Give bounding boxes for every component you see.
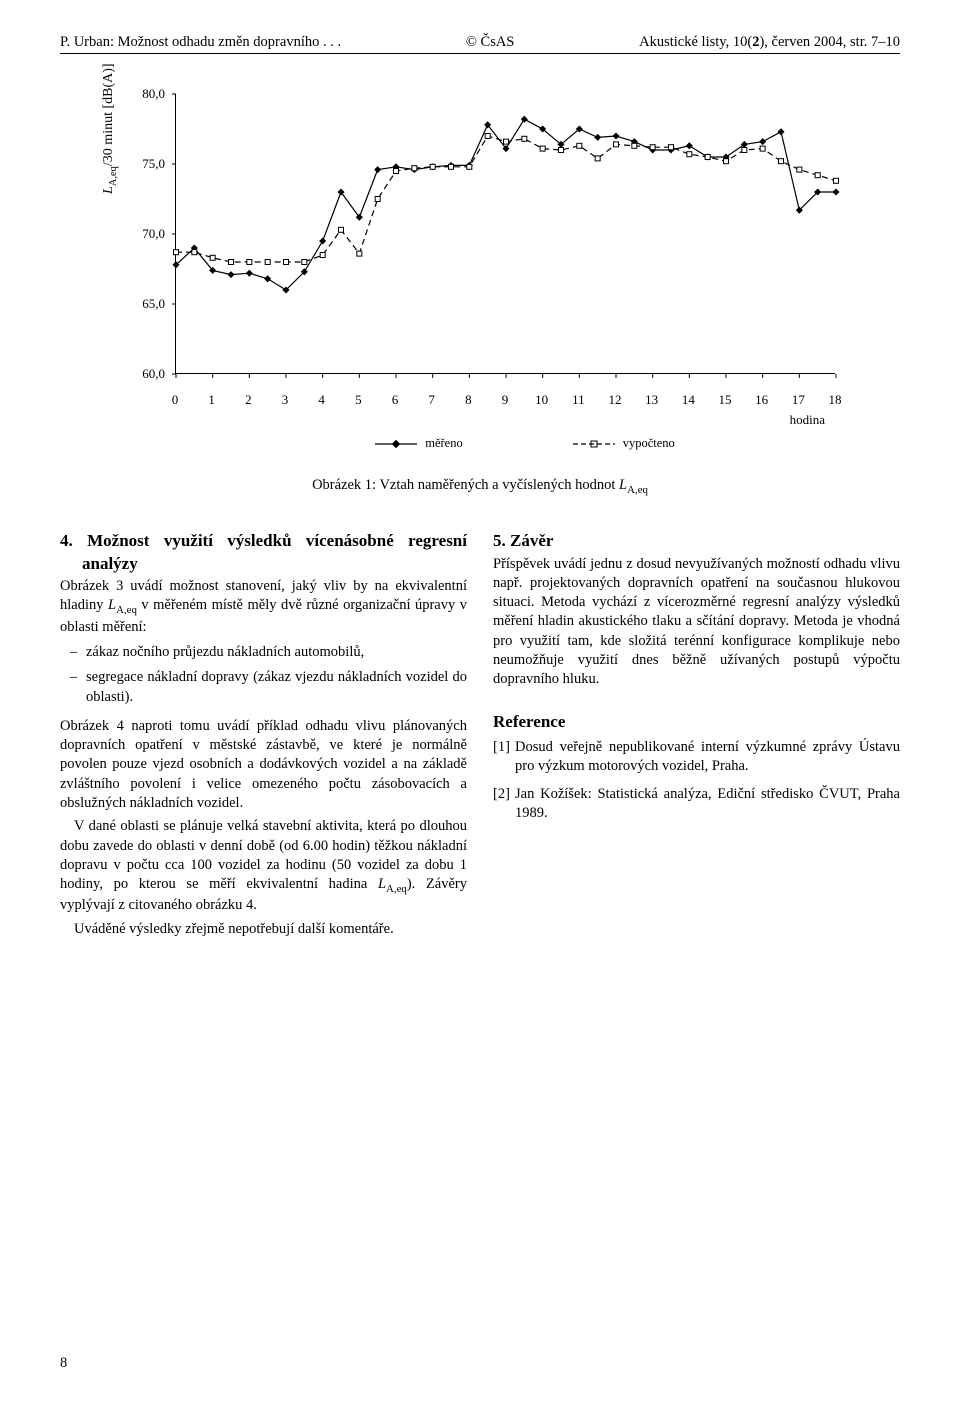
- legend-swatch-measured: [375, 438, 417, 450]
- section-5-heading: 5. Závěr: [493, 530, 900, 553]
- chart-x-tick: 13: [645, 392, 658, 408]
- chart-x-tick: 1: [208, 392, 215, 408]
- chart-svg: [176, 94, 836, 374]
- chart-x-tick: 15: [719, 392, 732, 408]
- chart-x-tick: 8: [465, 392, 472, 408]
- bullet-2: segregace nákladní dopravy (zákaz vjezdu…: [76, 668, 467, 707]
- chart-x-tick: 14: [682, 392, 695, 408]
- chart-x-tick: 10: [535, 392, 548, 408]
- body-columns: 4. Možnost využití výsledků vícenásobné …: [60, 530, 900, 943]
- left-column: 4. Možnost využití výsledků vícenásobné …: [60, 530, 467, 943]
- chart-container: LA,eq/30 minut [dB(A)] hodina 60,065,070…: [135, 94, 875, 424]
- section-5-para-1: Příspěvek uvádí jednu z dosud nevyužívan…: [493, 555, 900, 690]
- chart-x-tick: 16: [755, 392, 768, 408]
- chart-legend: měřeno vypočteno: [150, 436, 900, 451]
- chart-y-tick: 70,0: [133, 226, 165, 242]
- chart-x-tick: 18: [829, 392, 842, 408]
- chart-y-axis-label: LA,eq/30 minut [dB(A)]: [101, 63, 119, 194]
- chart-x-tick: 0: [172, 392, 179, 408]
- reference-1: [1]Dosud veřejně nepublikované interní v…: [515, 738, 900, 777]
- chart-x-tick: 7: [428, 392, 435, 408]
- page-header: P. Urban: Možnost odhadu změn dopravního…: [60, 34, 900, 54]
- legend-label-computed: vypočteno: [623, 436, 675, 451]
- figure-caption: Obrázek 1: Vztah naměřených a vyčíslenýc…: [60, 477, 900, 496]
- page-number: 8: [60, 1355, 67, 1372]
- chart-x-tick: 4: [318, 392, 325, 408]
- references-heading: Reference: [493, 711, 900, 734]
- chart-x-tick: 3: [282, 392, 289, 408]
- chart-y-tick: 65,0: [133, 296, 165, 312]
- chart-x-tick: 6: [392, 392, 399, 408]
- chart-x-tick: 17: [792, 392, 805, 408]
- chart-x-tick: 11: [572, 392, 585, 408]
- section-4-para-1: Obrázek 3 uvádí možnost stanovení, jaký …: [60, 577, 467, 637]
- reference-2: [2]Jan Kožíšek: Statistická analýza, Edi…: [515, 785, 900, 824]
- header-right: Akustické listy, 10(2), červen 2004, str…: [639, 34, 900, 51]
- chart-y-tick: 60,0: [133, 366, 165, 382]
- header-left: P. Urban: Možnost odhadu změn dopravního…: [60, 34, 341, 51]
- section-4-para-3: V dané oblasti se plánuje velká stavební…: [60, 817, 467, 915]
- section-4-para-2: Obrázek 4 naproti tomu uvádí příklad odh…: [60, 717, 467, 813]
- chart-x-tick: 9: [502, 392, 509, 408]
- right-column: 5. Závěr Příspěvek uvádí jednu z dosud n…: [493, 530, 900, 943]
- section-4-heading: 4. Možnost využití výsledků vícenásobné …: [60, 530, 467, 575]
- chart-y-tick: 75,0: [133, 156, 165, 172]
- chart-figure: LA,eq/30 minut [dB(A)] hodina 60,065,070…: [110, 94, 900, 451]
- bullet-1: zákaz nočního průjezdu nákladních automo…: [76, 643, 467, 662]
- chart-x-tick: 2: [245, 392, 252, 408]
- legend-item-computed: vypočteno: [573, 436, 675, 451]
- legend-item-measured: měřeno: [375, 436, 462, 451]
- references-list: [1]Dosud veřejně nepublikované interní v…: [493, 738, 900, 823]
- section-4-para-4: Uváděné výsledky zřejmě nepotřebují dalš…: [60, 920, 467, 939]
- legend-swatch-computed: [573, 438, 615, 450]
- chart-x-axis-label: hodina: [790, 412, 825, 428]
- chart-y-tick: 80,0: [133, 86, 165, 102]
- chart-plot-area: [175, 94, 835, 374]
- chart-x-tick: 5: [355, 392, 362, 408]
- chart-x-tick: 12: [609, 392, 622, 408]
- section-4-bullets: zákaz nočního průjezdu nákladních automo…: [60, 643, 467, 707]
- header-mid: © ČsAS: [466, 34, 515, 51]
- legend-label-measured: měřeno: [425, 436, 462, 451]
